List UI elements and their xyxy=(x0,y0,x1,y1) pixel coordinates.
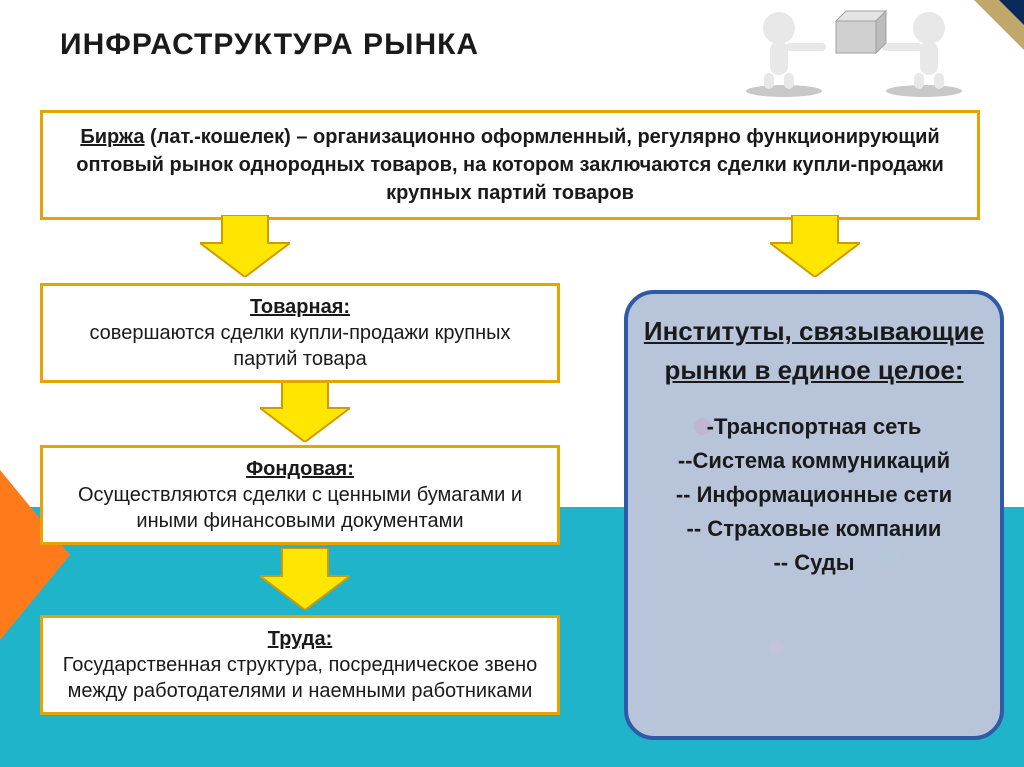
type-box-commodity: Товарная: совершаются сделки купли-прода… xyxy=(40,283,560,383)
definition-box: Биржа (лат.-кошелек) – организационно оф… xyxy=(40,110,980,220)
type-desc: совершаются сделки купли-продажи крупных… xyxy=(89,322,510,370)
type-desc: Государственная структура, посредническо… xyxy=(63,654,538,702)
arrow-down-icon xyxy=(260,548,350,610)
institutes-item: --Система коммуникаций xyxy=(642,444,986,478)
type-desc: Осуществляются сделки с ценными бумагами… xyxy=(78,484,522,532)
arrow-down-icon xyxy=(770,215,860,277)
institutes-item: -Транспортная сеть xyxy=(642,410,986,444)
institutes-list: -Транспортная сеть --Система коммуникаци… xyxy=(642,410,986,580)
institutes-item: -- Страховые компании xyxy=(642,512,986,546)
institutes-item: -- Суды xyxy=(642,546,986,580)
institutes-box: Институты, связывающие рынки в единое це… xyxy=(624,290,1004,740)
arrow-down-icon xyxy=(200,215,290,277)
institutes-heading: Институты, связывающие рынки в единое це… xyxy=(642,312,986,390)
page-title: ИНФРАСТРУКТУРА РЫНКА xyxy=(60,28,479,62)
decorative-3d-figures xyxy=(714,0,994,100)
arrow-down-icon xyxy=(260,380,350,442)
type-box-stock: Фондовая: Осуществляются сделки с ценным… xyxy=(40,445,560,545)
definition-term: Биржа xyxy=(80,126,144,148)
type-name: Товарная: xyxy=(250,296,350,318)
institutes-item: -- Информационные сети xyxy=(642,478,986,512)
type-box-labor: Труда: Государственная структура, посред… xyxy=(40,615,560,715)
type-name: Фондовая: xyxy=(246,458,354,480)
definition-etym: (лат.-кошелек) – xyxy=(144,126,313,148)
type-name: Труда: xyxy=(268,628,333,650)
